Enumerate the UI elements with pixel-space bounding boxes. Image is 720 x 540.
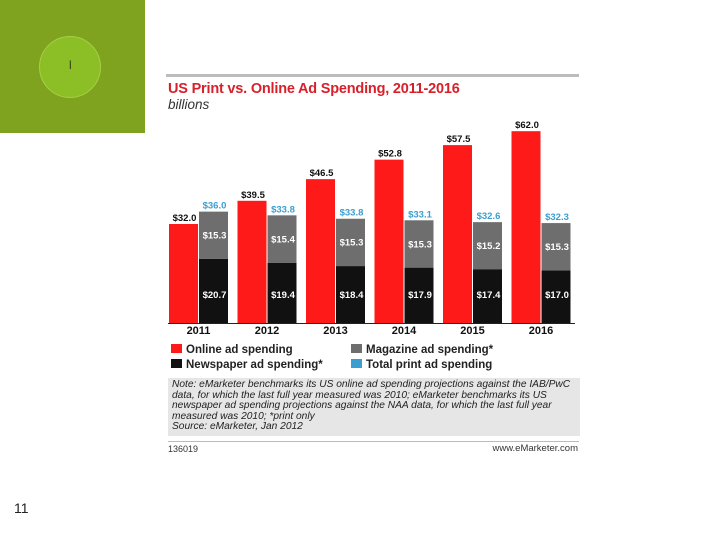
x-tick-label: 2015 [460, 325, 484, 337]
x-tick-label: 2016 [529, 325, 553, 337]
bar-magazine [541, 223, 571, 271]
data-label-online: $62.0 [515, 120, 539, 131]
x-tick-label: 2012 [255, 325, 279, 337]
data-label-newspaper: $17.4 [477, 290, 501, 301]
legend-swatch-newspaper [171, 359, 182, 368]
x-tick-label: 2013 [323, 325, 347, 337]
data-label-newspaper: $18.4 [340, 290, 364, 301]
data-label-newspaper: $19.4 [271, 290, 295, 301]
legend-item-magazine: Magazine ad spending* [351, 344, 493, 356]
bar-chart-plot: $32.0 $20.7 $15.3 $36.0 2011 $39.5 $19.4 $15.4 $… [168, 120, 575, 337]
legend-swatch-magazine [351, 344, 362, 353]
data-label-online: $39.5 [241, 190, 265, 201]
data-label-magazine: $15.3 [203, 231, 227, 242]
page-number: 11 [14, 500, 29, 516]
data-label-total-print: $32.3 [545, 212, 569, 223]
bar-magazine [267, 215, 297, 263]
footer-rule [168, 441, 579, 442]
chart-title: US Print vs. Online Ad Spending, 2011-20… [168, 81, 460, 97]
chart-subtitle: billions [168, 97, 210, 112]
bar-magazine [473, 222, 502, 270]
data-label-total-print: $32.6 [477, 211, 501, 222]
bar-newspaper [336, 266, 365, 323]
data-label-online: $52.8 [378, 149, 402, 160]
data-label-magazine: $15.2 [477, 241, 501, 252]
bar-newspaper [473, 269, 502, 323]
x-tick-label: 2014 [392, 325, 417, 337]
data-label-magazine: $15.4 [271, 234, 295, 245]
data-label-newspaper: $17.0 [545, 290, 569, 301]
data-label-online: $57.5 [447, 134, 471, 145]
data-label-total-print: $33.8 [271, 204, 295, 215]
bar-newspaper [199, 258, 228, 323]
data-label-magazine: $15.3 [545, 242, 569, 253]
chart-note: Note: eMarketer benchmarks its US online… [168, 378, 580, 436]
chart-figure: US Print vs. Online Ad Spending, 2011-20… [163, 70, 581, 462]
legend-label-online: Online ad spending [186, 344, 293, 356]
data-label-total-print: $33.8 [340, 208, 364, 219]
source-site: www.eMarketer.com [492, 443, 578, 454]
legend-swatch-online [171, 344, 182, 353]
note-body: Note: eMarketer benchmarks its US online… [172, 379, 571, 422]
note-text: Note: eMarketer benchmarks its US online… [172, 379, 576, 433]
chart-id: 136019 [168, 444, 199, 454]
legend-item-newspaper: Newspaper ad spending* [171, 359, 323, 371]
legend-label-magazine: Magazine ad spending* [366, 344, 494, 356]
bar-online [306, 179, 335, 323]
data-label-newspaper: $17.9 [408, 290, 432, 301]
circle-mark: l [69, 58, 72, 72]
bar-newspaper [267, 262, 297, 323]
data-label-total-print: $36.0 [203, 201, 227, 212]
legend-label-newspaper: Newspaper ad spending* [186, 359, 323, 371]
bar-newspaper [404, 267, 434, 323]
data-label-magazine: $15.3 [408, 239, 432, 250]
slide-circle-decoration [39, 36, 101, 98]
bar-online [511, 131, 541, 323]
bar-newspaper [541, 270, 571, 323]
data-label-magazine: $15.3 [340, 238, 364, 249]
data-label-online: $32.0 [173, 213, 197, 224]
bar-online [237, 200, 267, 323]
legend-item-total-print: Total print ad spending [351, 359, 492, 371]
bar-online [443, 145, 472, 323]
legend-label-total-print: Total print ad spending [366, 359, 493, 371]
bar-magazine [404, 220, 434, 268]
bar-magazine [336, 218, 365, 267]
data-label-total-print: $33.1 [408, 209, 432, 220]
note-source: Source: eMarketer, Jan 2012 [172, 421, 303, 433]
bar-online [169, 224, 198, 323]
title-rule [166, 74, 579, 77]
bar-online [374, 159, 404, 323]
bar-magazine [199, 211, 228, 259]
legend-item-online: Online ad spending [171, 344, 293, 356]
data-label-newspaper: $20.7 [203, 290, 227, 301]
x-tick-label: 2011 [187, 325, 211, 337]
data-label-online: $46.5 [310, 168, 334, 179]
legend-swatch-total-print [351, 359, 362, 368]
